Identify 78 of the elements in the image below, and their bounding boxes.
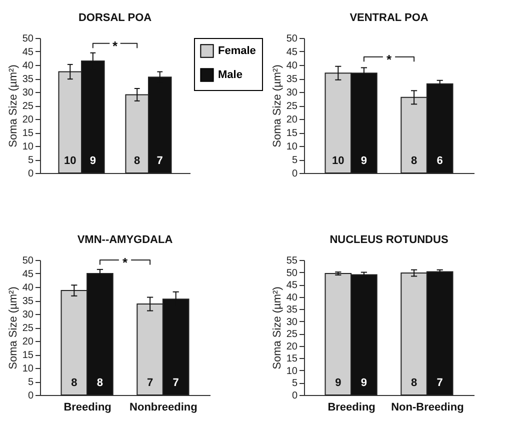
y-tick-label: 30 [22,88,34,98]
annotation: 6 [436,155,443,167]
y-tick-label: 25 [286,101,298,112]
x-tick-label: Breeding [328,402,376,414]
chart-title: VMN--AMYGDALA [77,234,173,246]
annotation: 9 [360,155,368,167]
annotation: * [386,52,392,67]
y-tick-label: 35 [22,74,34,85]
legend-label: Male [218,69,242,81]
y-tick-label: 45 [22,269,34,280]
annotation: * [112,38,118,54]
y-tick-label: 15 [286,128,298,139]
annotation: 8 [96,377,104,389]
y-tick-label: 5 [28,377,34,388]
y-tick-label: 45 [286,47,298,58]
y-tick-label: 30 [22,310,34,320]
y-tick-label: 10 [22,364,34,374]
y-tick-label: 50 [286,34,298,44]
annotation: 9 [90,155,96,167]
y-tick-label: 45 [22,47,34,58]
y-tick-label: 35 [286,304,298,316]
y-tick-label: 0 [28,168,34,180]
annotation: 7 [146,377,154,389]
annotation: 8 [134,155,140,167]
y-tick-label: 25 [286,329,298,340]
annotation: 7 [172,377,179,389]
y-tick-label: 55 [286,256,298,266]
y-tick-label: 30 [286,88,298,98]
y-tick-label: 15 [22,128,34,139]
chart-title: VENTRAL POA [350,12,428,24]
y-tick-label: 15 [286,354,298,365]
y-tick-label: 45 [286,280,298,292]
y-axis-title: Soma Size (µm²) [7,64,20,148]
y-tick-label: 0 [292,390,298,402]
annotation: 7 [156,155,163,167]
y-tick-label: 40 [22,282,34,294]
y-tick-label: 0 [292,168,298,180]
y-axis-title: Soma Size (µm²) [7,286,20,370]
annotation: 7 [436,377,443,389]
y-tick-label: 10 [286,142,298,152]
y-tick-label: 40 [22,60,34,72]
y-tick-label: 20 [22,336,34,348]
y-axis-title: Soma Size (µm²) [271,64,284,148]
annotation: 10 [64,155,76,167]
y-tick-label: 25 [22,323,34,334]
y-tick-label: 35 [22,296,34,307]
y-tick-label: 50 [286,268,298,279]
y-tick-label: 35 [286,74,298,85]
annotation: 8 [410,155,418,167]
chart-title: NUCLEUS ROTUNDUS [330,234,448,246]
chart-title: DORSAL POA [78,12,152,24]
y-tick-label: 10 [286,366,298,377]
y-tick-label: 0 [28,390,34,402]
y-tick-label: 40 [286,60,298,72]
y-tick-label: 5 [292,155,298,166]
legend-label: Female [218,45,256,57]
y-tick-label: 5 [292,378,298,390]
y-tick-label: 20 [286,341,298,352]
annotation: 10 [332,155,344,167]
y-axis-title: Soma Size (µm²) [271,286,284,370]
y-tick-label: 5 [28,155,34,166]
y-tick-label: 25 [22,101,34,112]
x-tick-label: Nonbreeding [130,402,198,414]
y-tick-label: 50 [22,256,34,266]
y-tick-label: 30 [286,316,298,328]
y-tick-label: 20 [286,114,298,126]
y-tick-label: 40 [286,292,298,304]
y-tick-label: 15 [22,350,34,361]
y-tick-label: 50 [22,34,34,44]
annotation: 9 [360,377,368,389]
y-tick-label: 20 [22,114,34,126]
x-tick-label: Breeding [64,402,112,414]
y-tick-label: 10 [22,142,34,152]
annotation: 8 [71,377,78,389]
annotation: 8 [410,377,418,389]
annotation: 9 [335,377,342,389]
annotation: * [122,255,128,270]
x-tick-label: Non-Breeding [391,402,464,414]
